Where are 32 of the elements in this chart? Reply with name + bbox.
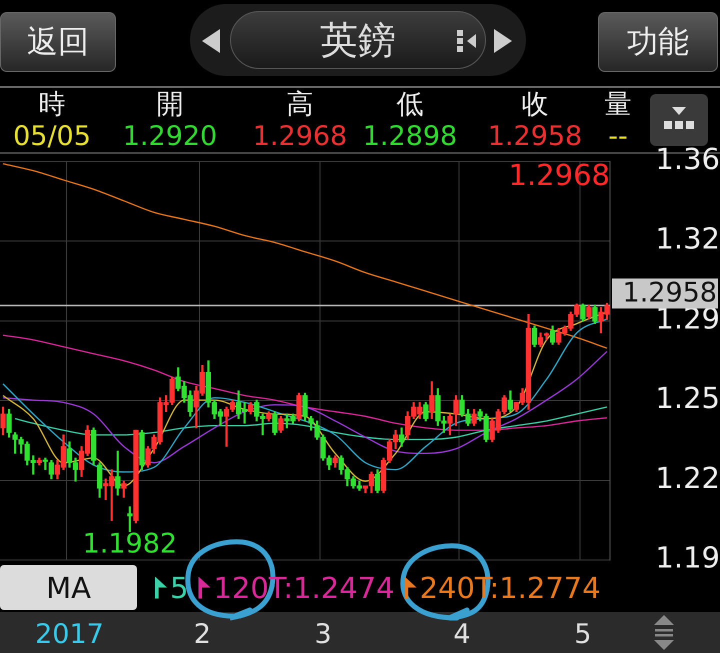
y-tick-label: 1.25 — [655, 381, 720, 416]
text: 收 — [520, 89, 550, 120]
text: 低 — [396, 89, 424, 120]
ref-line-label: 1.2958 — [622, 278, 717, 309]
text: MA — [0, 565, 137, 610]
text: 功能 — [598, 12, 718, 72]
line-series — [2, 163, 608, 349]
y-tick-label: 1.19 — [655, 540, 720, 575]
x-tick-label: 2017 — [35, 619, 104, 650]
text: 返回 — [0, 12, 116, 72]
text: 時 — [38, 89, 66, 120]
text: 1.2968 — [252, 121, 348, 152]
chart-title: 英鎊 — [230, 11, 486, 69]
text: 05/05 — [12, 121, 92, 152]
legend-label: 5 — [170, 570, 188, 604]
x-tick-label: 3 — [314, 619, 332, 650]
text: 開 — [156, 89, 184, 120]
annotation: 1.2968 — [508, 158, 610, 192]
text: 1.2920 — [122, 121, 218, 152]
y-tick-label: 1.32 — [655, 222, 720, 256]
text: 1.2898 — [362, 121, 458, 152]
text: 量 — [604, 89, 632, 120]
text: 高 — [286, 89, 314, 120]
y-tick-label: 1.22 — [655, 460, 720, 495]
x-tick-label: 5 — [574, 619, 592, 650]
annotation: 1.1982 — [82, 528, 178, 560]
text: -- — [608, 121, 628, 152]
y-tick-label: 1.36 — [655, 142, 720, 176]
line-series — [2, 350, 608, 464]
text: 1.2958 — [486, 121, 584, 152]
x-tick-label: 4 — [453, 619, 471, 650]
x-tick-label: 2 — [194, 619, 211, 650]
